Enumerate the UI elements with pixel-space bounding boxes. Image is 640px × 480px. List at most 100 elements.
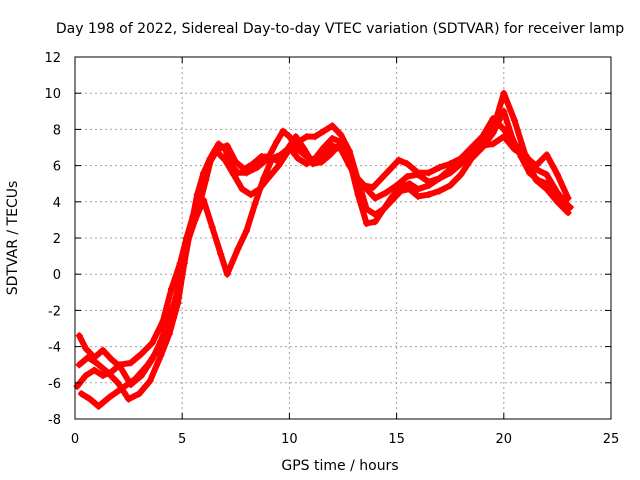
data-point-marker — [232, 158, 240, 166]
data-point-marker — [553, 198, 561, 206]
data-point-marker — [543, 185, 551, 193]
data-point-marker — [425, 191, 433, 199]
data-point-marker — [500, 125, 508, 133]
data-point-marker — [75, 332, 83, 340]
data-point-marker — [217, 144, 225, 151]
data-point-marker — [148, 339, 156, 347]
tick-labels: 0 5 10 15 20 25 -8 -6 -4 -2 0 2 4 6 8 10 12 — [44, 51, 619, 447]
x-tick-label: 5 — [178, 432, 186, 447]
data-point-marker — [277, 151, 285, 159]
data-point-marker — [326, 151, 334, 159]
data-point-marker — [167, 285, 175, 293]
data-point-marker — [360, 182, 368, 190]
data-point-marker — [354, 191, 362, 199]
data-point-marker — [386, 165, 394, 173]
data-point-marker — [405, 180, 413, 188]
data-point-marker — [210, 151, 218, 159]
data-point-marker — [521, 151, 529, 159]
data-point-marker — [489, 125, 497, 133]
data-point-marker — [127, 381, 135, 389]
data-point-marker — [197, 182, 205, 190]
data-point-marker — [157, 337, 165, 345]
y-tick-label: 0 — [53, 268, 61, 283]
data-point-marker — [103, 368, 111, 376]
data-point-marker — [403, 172, 411, 180]
data-point-marker — [457, 171, 465, 179]
data-point-marker — [223, 142, 231, 150]
data-point-marker — [414, 192, 422, 200]
data-point-marker — [118, 384, 126, 392]
data-point-marker — [208, 223, 216, 231]
y-tick-label: -6 — [48, 377, 61, 392]
data-point-marker — [107, 355, 115, 363]
data-point-marker — [275, 158, 283, 166]
data-point-marker — [253, 163, 261, 171]
grid — [75, 57, 611, 419]
x-tick-label: 25 — [603, 432, 620, 447]
data-point-marker — [137, 372, 145, 380]
y-tick-label: -4 — [48, 341, 61, 356]
series-line — [76, 90, 572, 388]
data-point-marker — [165, 314, 173, 322]
data-point-marker — [543, 151, 551, 159]
data-point-marker — [247, 191, 255, 199]
data-point-marker — [238, 185, 246, 193]
data-point-marker — [249, 160, 257, 168]
data-point-marker — [268, 154, 276, 162]
data-point-marker — [174, 288, 182, 296]
data-point-marker — [369, 183, 377, 191]
data-point-marker — [395, 156, 403, 164]
data-point-marker — [82, 344, 90, 352]
data-point-marker — [303, 133, 311, 141]
data-point-marker — [223, 270, 231, 278]
data-point-marker — [95, 402, 103, 410]
y-tick-label: 4 — [53, 196, 61, 211]
data-point-marker — [285, 133, 293, 141]
data-point-marker — [204, 162, 212, 170]
data-point-marker — [425, 169, 433, 177]
data-point-marker — [90, 353, 98, 361]
data-point-marker — [435, 163, 443, 171]
data-point-marker — [258, 153, 266, 161]
data-point-marker — [77, 390, 85, 398]
y-tick-label: 8 — [53, 123, 61, 138]
data-point-marker — [446, 169, 454, 177]
data-point-marker — [86, 395, 94, 403]
data-point-marker — [337, 138, 345, 146]
data-point-marker — [345, 156, 353, 164]
x-tick-label: 10 — [281, 432, 298, 447]
data-point-marker — [371, 218, 379, 226]
data-point-marker — [320, 127, 328, 135]
y-tick-label: -2 — [48, 304, 61, 319]
data-point-marker — [99, 346, 107, 354]
data-point-marker — [337, 131, 345, 139]
y-tick-label: 12 — [44, 51, 61, 66]
data-point-marker — [382, 189, 390, 197]
data-point-marker — [127, 359, 135, 367]
data-point-marker — [251, 200, 259, 208]
y-tick-label: -8 — [48, 413, 61, 428]
data-point-marker — [300, 145, 308, 153]
data-point-marker — [285, 144, 293, 151]
data-point-marker — [468, 149, 476, 157]
data-point-marker — [260, 174, 268, 182]
chart-title: Day 198 of 2022, Sidereal Day-to-day VTE… — [56, 21, 624, 37]
data-point-marker — [146, 377, 154, 385]
data-point-marker — [511, 116, 519, 124]
data-point-marker — [378, 174, 386, 182]
data-point-marker — [478, 138, 486, 146]
data-point-marker — [279, 127, 287, 135]
data-point-marker — [457, 160, 465, 168]
data-point-marker — [446, 182, 454, 190]
data-point-marker — [157, 352, 165, 360]
data-point-marker — [553, 171, 561, 179]
series-track-3 — [77, 115, 572, 410]
data-point-marker — [90, 366, 98, 374]
y-tick-label: 2 — [53, 232, 61, 247]
series-line — [74, 128, 572, 390]
data-point-marker — [273, 138, 281, 146]
ticks — [74, 56, 612, 420]
data-point-marker — [303, 160, 311, 168]
data-point-marker — [148, 355, 156, 363]
